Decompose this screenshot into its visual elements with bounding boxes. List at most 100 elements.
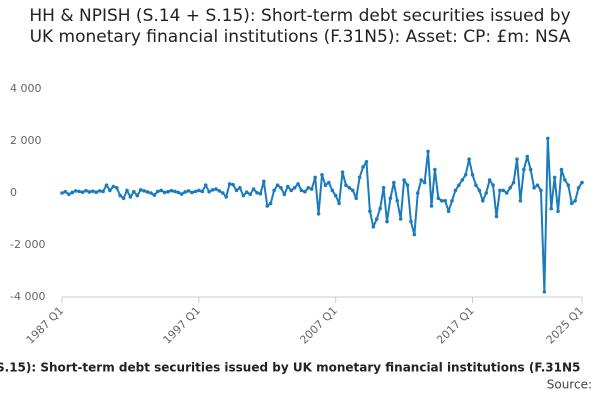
data-point: [306, 186, 311, 190]
data-point: [415, 191, 420, 195]
data-point: [255, 190, 259, 195]
data-point: [556, 209, 560, 213]
data-point: [258, 191, 263, 196]
data-point: [337, 201, 341, 206]
data-point: [439, 199, 444, 203]
data-point: [402, 178, 406, 182]
data-point: [114, 186, 119, 190]
data-point: [313, 175, 317, 180]
data-point: [142, 189, 146, 193]
data-point: [539, 188, 543, 193]
data-point: [569, 201, 574, 206]
data-point: [566, 183, 571, 187]
data-point: [422, 180, 427, 185]
data-point: [193, 189, 198, 194]
data-point: [87, 190, 92, 194]
data-point: [118, 193, 122, 198]
data-point: [207, 189, 211, 194]
data-point: [463, 173, 468, 177]
data-point: [90, 189, 95, 193]
x-tick-label: 2007 Q1: [297, 304, 340, 347]
data-point: [323, 183, 328, 187]
data-point: [374, 217, 379, 221]
data-point: [443, 199, 447, 203]
data-point: [132, 189, 136, 194]
x-tick-label: 1997 Q1: [161, 304, 204, 347]
data-point: [409, 219, 413, 224]
data-point: [508, 186, 512, 190]
line-series: [61, 137, 583, 293]
data-point: [241, 193, 246, 198]
source: Source:: [547, 378, 592, 392]
data-point: [573, 199, 577, 203]
data-point: [70, 190, 75, 195]
data-point: [217, 189, 222, 193]
data-point: [60, 191, 64, 195]
data-point: [316, 212, 321, 216]
data-point: [155, 189, 160, 194]
data-point: [121, 196, 126, 200]
data-point: [412, 232, 417, 237]
x-tick-label: 2025 Q1: [544, 304, 587, 347]
data-point: [480, 199, 485, 203]
data-point: [522, 167, 526, 172]
data-point: [371, 225, 376, 229]
data-point: [470, 173, 475, 177]
data-point: [381, 186, 386, 190]
data-point: [145, 190, 150, 194]
data-point: [262, 179, 266, 184]
data-point: [289, 188, 294, 193]
data-point: [559, 167, 564, 172]
data-point: [361, 165, 365, 169]
data-point: [176, 190, 181, 195]
data-point: [474, 183, 478, 187]
data-point: [159, 188, 164, 193]
data-point: [327, 180, 331, 185]
data-point: [405, 183, 410, 187]
data-point: [344, 183, 348, 187]
data-point: [282, 192, 287, 197]
data-point: [227, 182, 232, 186]
data-point: [504, 191, 509, 195]
data-point: [446, 209, 451, 213]
data-point: [340, 170, 345, 174]
data-point: [491, 183, 495, 187]
y-tick-label: 0: [10, 186, 17, 199]
data-point: [166, 189, 170, 194]
data-point: [244, 190, 249, 195]
data-point: [542, 290, 547, 294]
data-point: [128, 195, 133, 199]
data-point: [385, 219, 389, 224]
data-point: [80, 190, 85, 195]
data-point: [347, 186, 352, 190]
data-point: [535, 183, 540, 187]
data-point: [197, 188, 201, 193]
data-point: [392, 180, 396, 185]
data-point: [248, 192, 252, 197]
data-point: [183, 190, 187, 194]
chart-title: HH & NPISH (S.14 + S.15): Short-term deb…: [29, 6, 571, 47]
data-point: [272, 188, 276, 193]
data-point: [388, 196, 393, 200]
y-tick-label: -2 000: [10, 238, 45, 251]
data-point: [296, 182, 300, 186]
data-point: [220, 191, 225, 195]
data-point: [97, 189, 102, 193]
data-point: [528, 167, 533, 172]
data-point: [84, 188, 88, 193]
data-point: [549, 206, 554, 211]
data-point: [162, 190, 167, 195]
data-point: [395, 199, 400, 203]
data-point: [210, 188, 215, 192]
data-point: [436, 196, 441, 200]
data-point: [224, 195, 229, 199]
data-point: [525, 154, 530, 159]
data-point: [309, 187, 314, 191]
data-point: [450, 199, 454, 203]
data-point: [484, 191, 489, 195]
data-point: [563, 178, 567, 182]
data-point: [350, 188, 355, 193]
data-point: [426, 149, 430, 154]
